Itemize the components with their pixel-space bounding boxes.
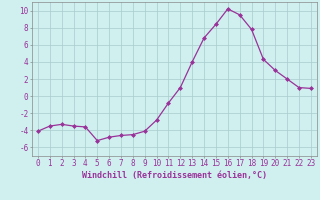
X-axis label: Windchill (Refroidissement éolien,°C): Windchill (Refroidissement éolien,°C) — [82, 171, 267, 180]
